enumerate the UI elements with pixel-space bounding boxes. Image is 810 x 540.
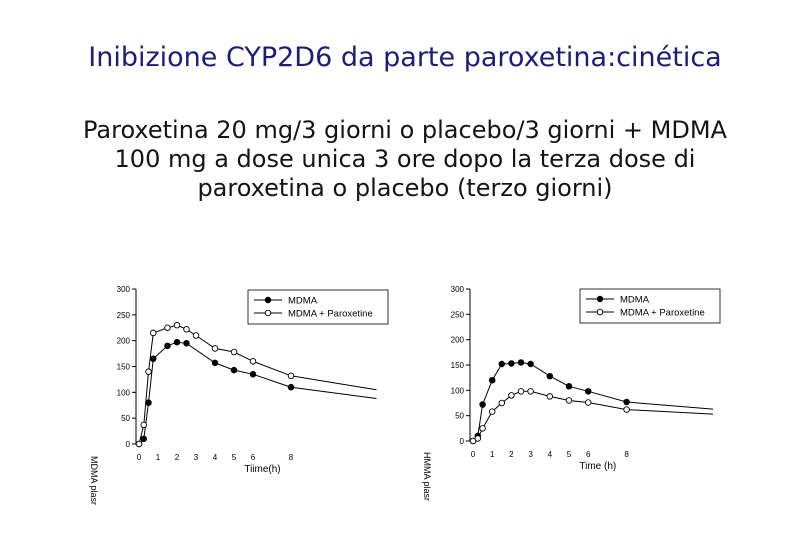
slide-title: Inibizione CYP2D6 da parte paroxetina:ci… xyxy=(88,42,722,73)
data-point-mdma xyxy=(479,401,486,408)
data-point-mdma-paroxetine xyxy=(230,348,238,356)
legend-label: MDMA xyxy=(288,296,318,307)
data-point-mdma-paroxetine xyxy=(192,332,200,339)
x-tick-label: 4 xyxy=(548,450,553,459)
y-tick-label: 150 xyxy=(117,363,131,372)
data-point-mdma-paroxetine xyxy=(140,421,147,429)
x-tick-label: 2 xyxy=(175,453,180,462)
x-tick-label: 1 xyxy=(156,453,161,462)
x-axis-label: Time (h) xyxy=(579,461,616,472)
data-point-mdma-paroxetine xyxy=(584,399,592,406)
data-point-mdma xyxy=(183,340,190,347)
y-tick-label: 100 xyxy=(451,386,465,395)
data-point-mdma xyxy=(508,360,515,367)
legend-marker xyxy=(596,295,604,303)
data-point-mdma-paroxetine xyxy=(287,372,295,380)
data-point-mdma xyxy=(145,399,152,406)
x-tick-label: 8 xyxy=(289,453,294,462)
data-point-mdma-paroxetine xyxy=(145,368,152,375)
data-point-mdma xyxy=(249,371,257,378)
slide-subtitle: Paroxetina 20 mg/3 giorni o placebo/3 gi… xyxy=(55,116,755,203)
legend-marker xyxy=(264,309,272,317)
data-point-mdma xyxy=(173,338,181,346)
x-tick-label: 5 xyxy=(232,453,237,462)
legend-box xyxy=(579,288,721,324)
x-tick-label: 3 xyxy=(194,453,199,462)
y-tick-label: 50 xyxy=(455,412,464,421)
y-tick-label: 250 xyxy=(117,311,131,320)
data-point-mdma xyxy=(584,388,592,395)
y-tick-label: 200 xyxy=(117,337,131,346)
x-tick-label: 0 xyxy=(471,450,476,459)
y-axis-label: MDMA plasr xyxy=(89,456,99,505)
y-tick-label: 0 xyxy=(460,437,465,446)
subtitle-line-2: 100 mg a dose unica 3 ore dopo la terza … xyxy=(114,145,696,173)
data-point-mdma xyxy=(140,435,147,443)
data-point-mdma xyxy=(565,383,573,390)
y-tick-label: 0 xyxy=(126,440,131,449)
x-tick-label: 6 xyxy=(586,450,591,459)
series-line-mdma xyxy=(472,361,714,442)
y-axis-label: HMMA plasr xyxy=(422,452,432,501)
data-point-mdma xyxy=(527,360,534,368)
data-point-mdma-paroxetine xyxy=(211,345,219,352)
data-point-mdma xyxy=(488,376,496,384)
legend-label: MDMA + Paroxetine xyxy=(288,309,373,320)
x-tick-label: 5 xyxy=(567,450,572,459)
data-point-mdma-paroxetine xyxy=(546,393,554,400)
data-point-mdma-paroxetine xyxy=(164,324,171,332)
legend-label: MDMA xyxy=(620,295,650,306)
data-point-mdma xyxy=(546,372,554,380)
x-tick-label: 0 xyxy=(137,453,142,462)
data-point-mdma xyxy=(623,398,630,406)
series-line-mdma xyxy=(138,341,377,445)
x-tick-label: 4 xyxy=(213,453,218,462)
data-point-mdma-paroxetine xyxy=(488,408,496,415)
data-point-mdma xyxy=(149,355,157,363)
data-point-mdma-paroxetine xyxy=(479,425,486,432)
chart-mdma-plasma: 0 50 100 150 200 250 300 0 1 2 3 4 5 6 8 Tiime(h) MDMA p… xyxy=(89,285,389,505)
data-point-mdma xyxy=(164,342,171,350)
y-tick-label: 50 xyxy=(121,414,130,423)
legend-marker xyxy=(264,296,272,304)
data-point-mdma-paroxetine xyxy=(149,329,157,337)
data-point-mdma-paroxetine xyxy=(565,397,573,404)
data-point-mdma xyxy=(230,366,238,374)
data-point-mdma-paroxetine xyxy=(527,388,534,395)
data-point-mdma-paroxetine xyxy=(508,392,515,399)
data-point-mdma xyxy=(211,359,219,367)
data-point-mdma-paroxetine xyxy=(135,440,143,448)
x-tick-label: 1 xyxy=(490,450,495,459)
subtitle-line-1: Paroxetina 20 mg/3 giorni o placebo/3 gi… xyxy=(83,116,727,144)
data-point-mdma-paroxetine xyxy=(498,399,506,407)
y-tick-label: 150 xyxy=(451,361,465,370)
chart-hmma-plasma: 0 50 100 150 200 250 300 0 1 2 3 4 5 6 8 Time (h) HMMA p… xyxy=(422,285,721,501)
y-tick-label: 300 xyxy=(117,285,131,294)
x-axis-label: Tiime(h) xyxy=(244,464,280,475)
data-point-mdma-paroxetine xyxy=(183,326,190,333)
x-tick-label: 2 xyxy=(509,450,514,459)
data-point-mdma xyxy=(517,359,525,366)
data-point-mdma xyxy=(287,383,295,391)
data-point-mdma-paroxetine xyxy=(517,388,525,395)
data-point-mdma-paroxetine xyxy=(249,358,257,365)
y-tick-label: 100 xyxy=(117,388,131,397)
legend-box xyxy=(247,289,389,325)
legend-marker xyxy=(596,308,604,316)
data-point-mdma-paroxetine xyxy=(173,321,181,329)
legend-label: MDMA + Paroxetine xyxy=(620,308,705,319)
x-tick-label: 8 xyxy=(624,450,629,459)
data-point-mdma-paroxetine xyxy=(623,406,630,413)
series-line-mdma-paroxetine xyxy=(472,390,714,442)
x-tick-label: 6 xyxy=(251,453,256,462)
x-tick-label: 3 xyxy=(528,450,533,459)
data-point-mdma xyxy=(498,360,506,368)
y-tick-label: 250 xyxy=(451,310,465,319)
y-tick-label: 200 xyxy=(451,336,465,345)
y-tick-label: 300 xyxy=(451,285,465,294)
data-point-mdma-paroxetine xyxy=(474,435,482,442)
subtitle-line-3: paroxetina o placebo (terzo giorni) xyxy=(197,174,613,202)
